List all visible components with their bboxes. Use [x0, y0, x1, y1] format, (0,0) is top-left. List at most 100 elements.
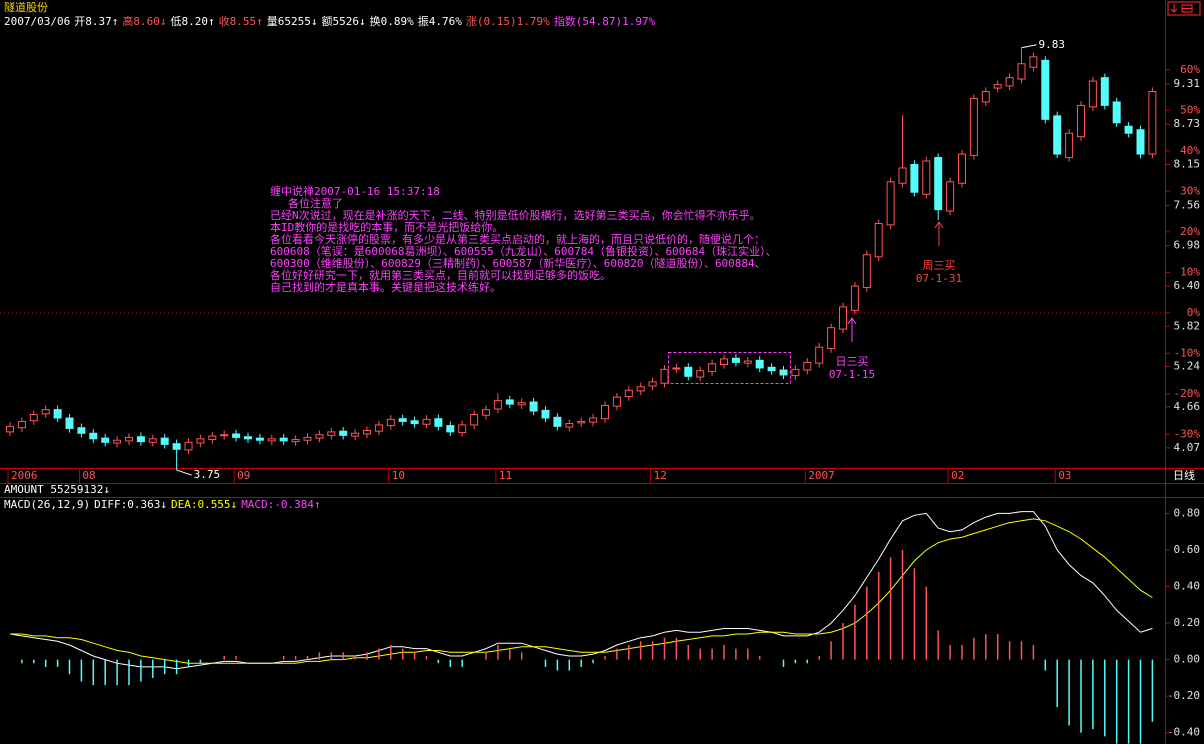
- macd-bar: [711, 648, 713, 660]
- price-tick-label: 6.40: [1174, 279, 1201, 292]
- candle-body: [755, 359, 764, 369]
- indicator-title: MACD(26,12,9): [4, 498, 90, 511]
- macd-bar: [937, 630, 939, 660]
- candle-body: [815, 346, 824, 364]
- icon-frame[interactable]: [1167, 1, 1201, 16]
- price-tick-label: 6.98: [1174, 239, 1201, 252]
- macd-bar: [735, 648, 737, 660]
- date-label: 2006: [11, 469, 38, 482]
- macd-bar: [449, 659, 452, 667]
- percent-tick-label: 30%: [1180, 184, 1200, 197]
- candle-body: [505, 399, 514, 405]
- candle-body: [720, 358, 728, 366]
- candle-body: [636, 386, 645, 392]
- candle-body: [517, 402, 526, 406]
- candle-body: [886, 181, 895, 226]
- macd-bar: [56, 659, 59, 667]
- candle-body: [1065, 132, 1074, 159]
- macd-bar: [80, 659, 83, 682]
- annotation-label: 日三买: [836, 355, 869, 368]
- candle-body: [862, 254, 871, 288]
- macd-bar: [509, 648, 511, 660]
- note-line: 各位好好研究一下，就用第三类买点，目前就可以找到足够多的饭吃。: [270, 268, 611, 282]
- macd-bar: [592, 659, 594, 664]
- price-tick-label: 8.73: [1174, 117, 1201, 130]
- candle-body: [660, 368, 669, 384]
- quote-date: 2007/03/06: [4, 15, 70, 28]
- candle-body: [589, 417, 598, 423]
- annotation-label: 周三买: [923, 259, 956, 272]
- candle-body: [1029, 56, 1038, 68]
- macd-tick-label: 0.40: [1174, 580, 1201, 593]
- macd-bar: [413, 652, 416, 660]
- candle-body: [874, 223, 883, 258]
- candle-body: [267, 438, 276, 442]
- candle-body: [136, 436, 145, 443]
- candle-body: [196, 438, 205, 444]
- macd-bar: [1104, 659, 1106, 737]
- price-tick-label: 7.56: [1174, 198, 1201, 211]
- macd-bar: [758, 655, 761, 660]
- candle-body: [244, 436, 252, 440]
- macd-bar: [366, 652, 368, 660]
- date-label: 02: [951, 469, 964, 482]
- price-tick-label: 9.31: [1174, 77, 1201, 90]
- macd-bar: [92, 659, 95, 686]
- candle-body: [612, 396, 621, 407]
- percent-tick-label: 40%: [1180, 144, 1200, 157]
- stock-name: 隧道股份: [4, 0, 48, 14]
- candle-body: [541, 409, 550, 419]
- macd-bar: [128, 659, 130, 686]
- percent-tick-label: 60%: [1180, 63, 1200, 76]
- macd-tick-label: 0.80: [1174, 506, 1201, 519]
- candle-body: [255, 437, 264, 441]
- macd-bar: [1044, 659, 1047, 671]
- legend-entry: DEA:0.555↓: [171, 498, 237, 511]
- macd-bar: [544, 659, 547, 667]
- price-tick-label: 5.82: [1174, 319, 1201, 332]
- macd-bar: [354, 655, 356, 660]
- macd-bar: [21, 659, 23, 664]
- note-greeting: 各位注意了: [288, 196, 343, 210]
- percent-tick-label: -10%: [1174, 346, 1201, 359]
- macd-bar: [961, 644, 963, 660]
- macd-bar: [1056, 659, 1058, 708]
- macd-line: [10, 518, 1153, 664]
- macd-bar: [604, 655, 606, 660]
- macd-bar: [425, 655, 428, 660]
- macd-bar: [1020, 641, 1023, 660]
- low-leader: [176, 469, 192, 476]
- macd-bar: [651, 641, 654, 660]
- candle-body: [279, 437, 288, 442]
- macd-bar: [639, 641, 642, 660]
- macd-tick-label: 0.00: [1174, 653, 1201, 666]
- candle-body: [1124, 125, 1133, 134]
- candle-body: [386, 418, 395, 427]
- high-label: 9.83: [1039, 38, 1066, 51]
- candle-body: [446, 425, 455, 433]
- macd-bar: [68, 659, 71, 675]
- candle-body: [672, 367, 681, 370]
- candle-body: [53, 409, 62, 419]
- percent-tick-label: -30%: [1174, 427, 1201, 440]
- window-icon[interactable]: [1167, 1, 1201, 16]
- candle-body: [898, 167, 907, 184]
- consolidation-box: [668, 352, 791, 384]
- candle-body: [434, 418, 443, 427]
- candle-body: [493, 400, 502, 410]
- price-tick-label: 5.24: [1174, 360, 1201, 373]
- candle-body: [601, 404, 609, 420]
- candle-body: [803, 361, 812, 371]
- candle-body: [1100, 77, 1109, 106]
- icon-glyph[interactable]: [1170, 4, 1193, 13]
- macd-bar: [556, 659, 559, 671]
- candle-body: [232, 433, 241, 438]
- candle-body: [910, 163, 919, 193]
- macd-bar: [163, 659, 166, 675]
- macd-bar: [806, 659, 809, 664]
- candle-body: [1088, 80, 1097, 108]
- macd-bar: [699, 648, 701, 660]
- quote-item: 涨(0.15)1.79%: [466, 15, 550, 28]
